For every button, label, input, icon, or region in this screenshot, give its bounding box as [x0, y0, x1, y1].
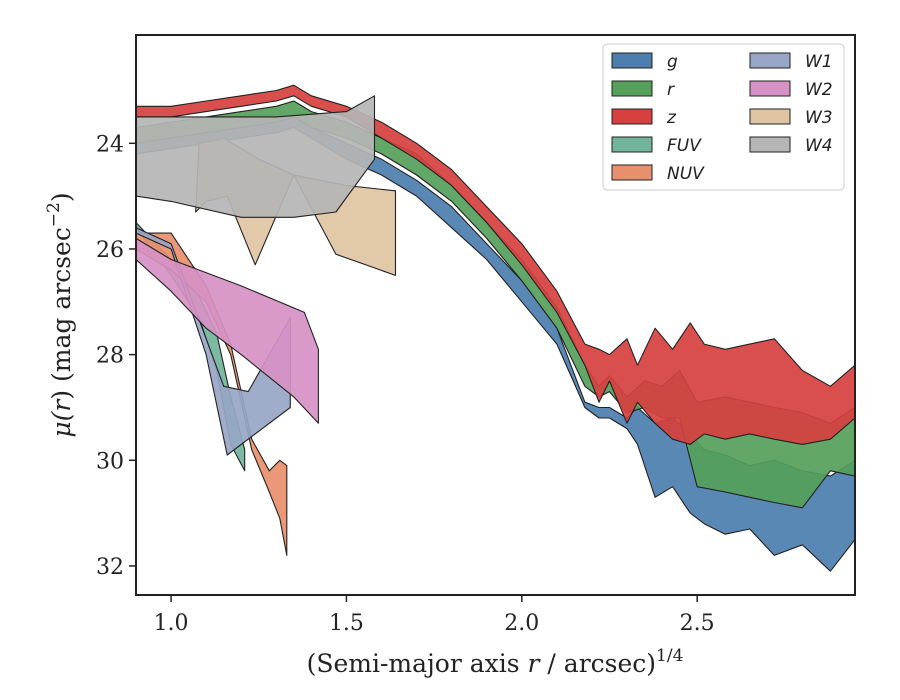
legend-label-w4: W4	[805, 136, 833, 156]
legend-swatch-w1	[749, 52, 791, 69]
band-z	[136, 84, 855, 445]
legend-swatch-r	[611, 80, 653, 97]
x-axis: 1.0 1.5 2.0 2.5	[154, 595, 715, 636]
x-tick-label: 2.0	[504, 611, 539, 636]
legend: grz FUV NUV W1 W2 W3 W4	[602, 43, 845, 191]
y-tick-label: 28	[96, 344, 124, 369]
y-tick-label: 26	[96, 238, 124, 263]
y-tick-label: 30	[96, 449, 124, 474]
legend-label-w3: W3	[805, 108, 833, 128]
legend-label-w2: W2	[805, 80, 833, 100]
axes-frame	[135, 34, 856, 596]
legend-label-fuv: FUV	[667, 136, 702, 156]
legend-swatch-fuv	[611, 136, 653, 153]
legend-swatch-w3	[749, 108, 791, 125]
legend-swatch-z	[611, 108, 653, 125]
legend-swatch-nuv	[611, 164, 653, 181]
legend-label-z: z	[666, 108, 677, 128]
legend-swatch-w2	[749, 80, 791, 97]
legend-label-nuv: NUV	[667, 164, 705, 184]
x-axis-label: (Semi-major axis r / arcsec)1/4	[307, 646, 684, 678]
band-w2	[136, 237, 319, 424]
x-tick-label: 1.5	[329, 611, 364, 636]
y-tick-label: 24	[96, 132, 124, 157]
band-w4	[136, 95, 376, 218]
legend-label-r: r	[667, 80, 675, 100]
legend-swatch-w4	[749, 136, 791, 153]
x-tick-label: 2.5	[680, 611, 715, 636]
plot-area	[136, 84, 855, 572]
band-g	[136, 116, 855, 572]
band-w1	[136, 227, 291, 456]
y-tick-label: 32	[96, 555, 124, 580]
x-tick-label: 1.0	[154, 611, 189, 636]
legend-label-w1: W1	[805, 52, 833, 72]
y-axis: 24 26 28 30 32	[96, 132, 136, 580]
legend-label-g: g	[667, 52, 678, 72]
y-axis-label: μ(r) (mag arcsec−2)	[44, 192, 76, 437]
legend-swatch-g	[611, 52, 653, 69]
